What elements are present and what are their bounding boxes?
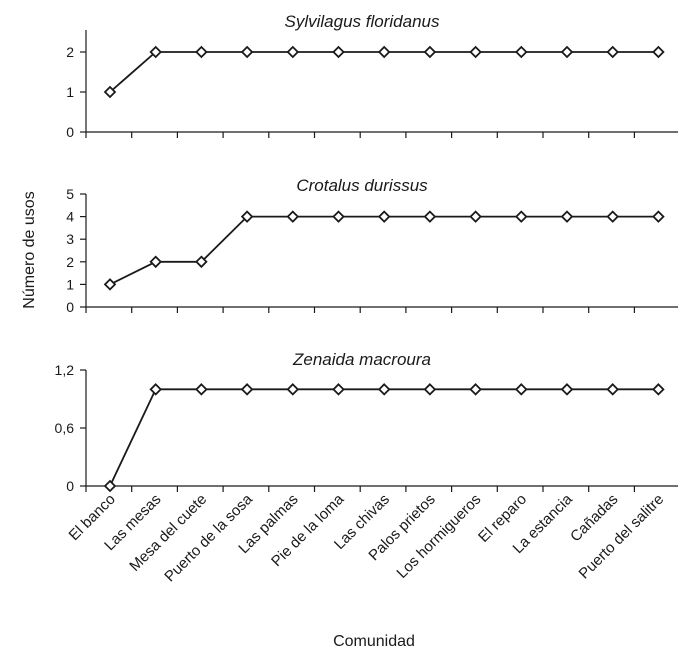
data-point [652, 45, 665, 59]
y-tick-label: 4 [66, 209, 74, 225]
data-point [469, 383, 482, 396]
data-point [286, 210, 300, 223]
chart-panel-3: Zenaida macroura 0 0,6 1,2 [55, 350, 678, 494]
x-axis-title: Comunidad [333, 633, 415, 650]
y-tick-label: 0 [66, 478, 74, 494]
data-point [286, 45, 300, 59]
data-point [149, 383, 162, 396]
data-point [606, 45, 619, 59]
data-point [652, 383, 665, 396]
y-axis-title: Número de usos [21, 191, 38, 308]
series-line [109, 215, 659, 286]
data-point [240, 383, 254, 396]
panel-title: Crotalus durissus [296, 176, 428, 195]
data-point [332, 210, 345, 223]
panel-title: Sylvilagus floridanus [285, 12, 440, 31]
data-point [469, 210, 482, 223]
data-point [423, 210, 437, 223]
data-point [515, 45, 528, 59]
data-point [195, 383, 208, 396]
y-tick-label: 2 [66, 254, 74, 270]
data-point [377, 383, 391, 396]
data-point [103, 479, 117, 493]
data-point [377, 45, 391, 59]
chart-panel-1: Sylvilagus floridanus 0 1 2 [66, 12, 678, 140]
panel-title: Zenaida macroura [292, 350, 431, 369]
y-tick-label: 1 [66, 276, 74, 292]
data-point [560, 383, 574, 396]
category-label: Los hormigueros [393, 491, 484, 582]
series-line [109, 388, 659, 487]
data-point [195, 255, 208, 269]
data-point [515, 210, 528, 223]
data-point [652, 210, 665, 223]
data-point [332, 383, 345, 396]
data-point [560, 45, 574, 59]
y-tick-label: 1 [66, 84, 74, 100]
chart-panel-2: Crotalus durissus 0 1 2 3 4 5 [66, 176, 678, 315]
y-tick-label: 0 [66, 124, 74, 140]
category-label: Puerto del salitre [576, 491, 668, 583]
y-tick-label: 3 [66, 231, 74, 247]
data-point [515, 383, 528, 396]
data-point [560, 210, 574, 223]
data-point [240, 45, 254, 59]
data-point [240, 210, 254, 223]
y-tick-label: 0 [66, 299, 74, 315]
data-point [377, 210, 391, 223]
y-tick-label: 1,2 [55, 362, 75, 378]
data-point [606, 210, 619, 223]
data-point [423, 45, 437, 59]
data-point [103, 85, 117, 99]
data-point [469, 45, 482, 59]
y-tick-label: 2 [66, 44, 74, 60]
data-point [149, 255, 162, 269]
data-point [332, 45, 345, 59]
y-tick-label: 0,6 [55, 420, 75, 436]
data-point [606, 383, 619, 396]
data-point [149, 45, 162, 59]
data-point [195, 45, 208, 59]
data-point [286, 383, 300, 396]
y-tick-label: 5 [66, 186, 74, 202]
data-point [103, 278, 117, 291]
data-point [423, 383, 437, 396]
